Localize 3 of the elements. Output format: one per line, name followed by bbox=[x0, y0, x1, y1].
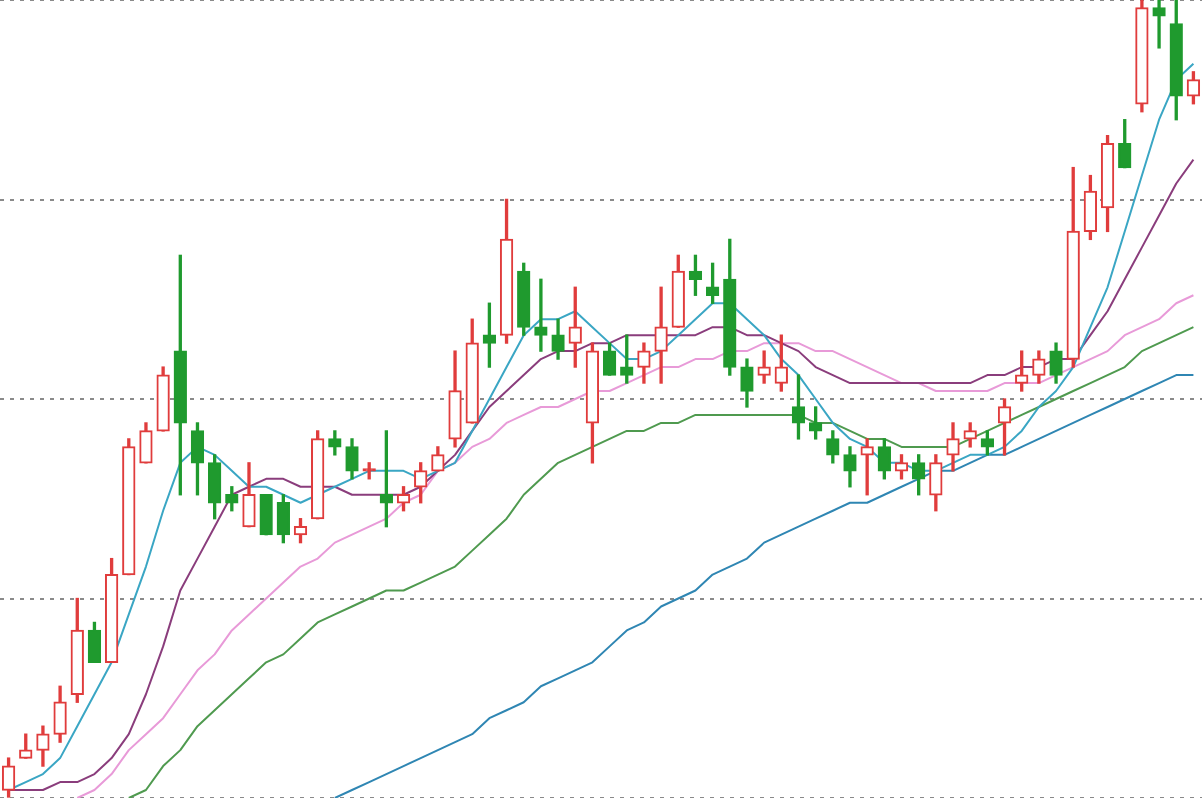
candlestick bbox=[1152, 0, 1166, 49]
candlestick bbox=[534, 278, 548, 352]
candlestick bbox=[860, 438, 874, 496]
